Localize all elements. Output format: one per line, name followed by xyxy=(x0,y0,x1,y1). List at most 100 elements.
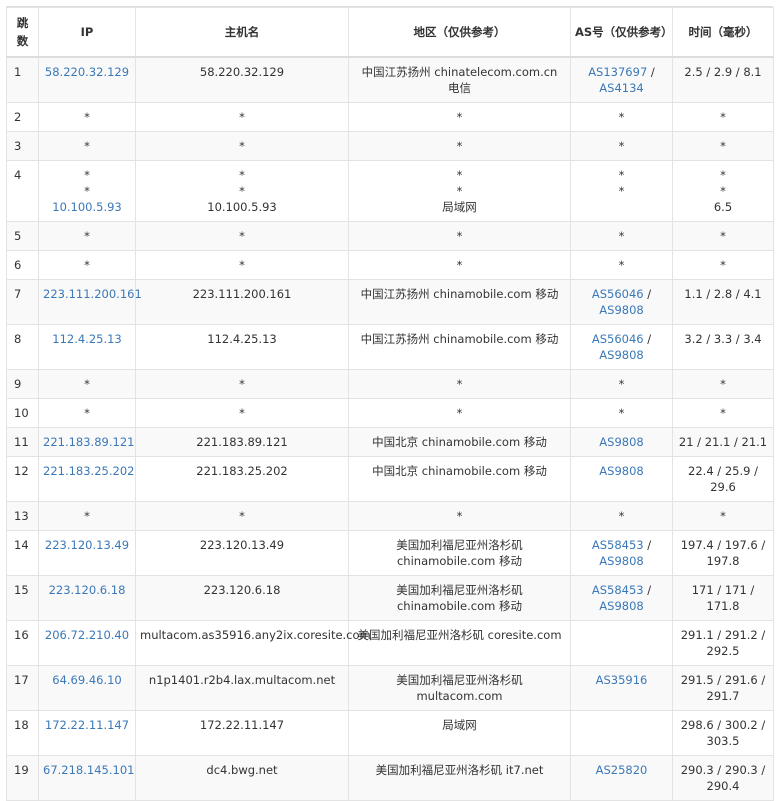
hostname-text: multacom.as35916.any2ix.coresite.com xyxy=(140,628,371,642)
as-cell: * xyxy=(570,102,673,132)
region-text: 中国江苏扬州 chinamobile.com 移动 xyxy=(360,332,559,346)
hostname-text: 172.22.11.147 xyxy=(199,718,285,732)
region-text: 中国北京 chinamobile.com 移动 xyxy=(372,464,547,478)
ip-link[interactable]: 172.22.11.147 xyxy=(44,718,130,732)
ip-link[interactable]: 221.183.25.202 xyxy=(43,464,135,478)
table-row: 14 223.120.13.49 223.120.13.49 美国加利福尼亚州洛杉矶 … xyxy=(6,530,774,576)
table-row: 6 * * * * * xyxy=(6,250,774,280)
hostname-cell: 223.120.6.18 xyxy=(135,575,349,621)
time-cell: 171 / 171 / 171.8 xyxy=(672,575,774,621)
region-text: 美国加利福尼亚州洛杉矶 it7.net xyxy=(375,763,544,777)
ip-link[interactable]: 223.111.200.161 xyxy=(43,287,142,301)
as-link[interactable]: AS56046 xyxy=(591,332,644,346)
hostname-text: * xyxy=(239,168,245,182)
as-link[interactable]: AS35916 xyxy=(595,673,648,687)
header-host: 主机名 xyxy=(135,7,349,58)
region-text: 美国加利福尼亚州洛杉矶 chinamobile.com 移动 xyxy=(396,583,523,613)
ip-cell: * xyxy=(38,131,136,161)
as-text: * xyxy=(618,377,625,391)
table-row: 10 * * * * * xyxy=(6,398,774,428)
as-link[interactable]: AS9808 xyxy=(599,554,644,568)
as-text: * xyxy=(618,258,625,272)
as-link[interactable]: AS9808 xyxy=(599,464,644,478)
time-cell: 291.1 / 291.2 / 292.5 xyxy=(672,620,774,666)
as-link[interactable]: AS25820 xyxy=(595,763,648,777)
time-text: 21 / 21.1 / 21.1 xyxy=(678,435,768,449)
ip-text: * xyxy=(84,509,90,523)
as-link[interactable]: AS137697 xyxy=(588,65,648,79)
hostname-text: * xyxy=(239,139,245,153)
ip-text: * xyxy=(84,139,90,153)
as-link[interactable]: AS4134 xyxy=(599,81,644,95)
time-text: * xyxy=(720,139,726,153)
table-row: 9 * * * * * xyxy=(6,369,774,399)
as-cell: * xyxy=(570,501,673,531)
hop-number: 19 xyxy=(6,755,39,801)
region-text: * xyxy=(456,229,463,243)
time-text: 291.5 / 291.6 / 291.7 xyxy=(680,673,766,703)
as-link[interactable]: AS58453 xyxy=(591,583,644,597)
traceroute-table-container: 跳数 IP 主机名 地区（仅供参考） AS号（仅供参考） 时间（毫秒） 1 58.… xyxy=(6,6,774,801)
hostname-text: 112.4.25.13 xyxy=(207,332,277,346)
ip-link[interactable]: 67.218.145.101 xyxy=(43,763,135,777)
ip-link[interactable]: 10.100.5.93 xyxy=(52,200,122,214)
as-link[interactable]: AS9808 xyxy=(599,303,644,317)
header-ip: IP xyxy=(38,7,136,58)
hop-number: 12 xyxy=(6,456,39,502)
as-cell: AS9808 xyxy=(570,427,673,457)
hostname-cell: * xyxy=(135,501,349,531)
as-link[interactable]: AS56046 xyxy=(591,287,644,301)
hostname-text: n1p1401.r2b4.lax.multacom.net xyxy=(148,673,336,687)
region-cell: * xyxy=(348,131,571,161)
time-cell: 1.1 / 2.8 / 4.1 xyxy=(672,279,774,325)
as-link[interactable]: AS9808 xyxy=(599,599,644,613)
hostname-cell: 172.22.11.147 xyxy=(135,710,349,756)
ip-link[interactable]: 221.183.89.121 xyxy=(43,435,135,449)
ip-cell: 67.218.145.101 xyxy=(38,755,136,801)
hostname-text: * xyxy=(239,184,245,198)
ip-link[interactable]: 58.220.32.129 xyxy=(44,65,130,79)
region-text: * xyxy=(456,184,463,198)
table-row: 13 * * * * * xyxy=(6,501,774,531)
time-cell: * xyxy=(672,501,774,531)
time-text: * xyxy=(720,406,726,420)
hop-number: 5 xyxy=(6,221,39,251)
region-cell: 美国加利福尼亚州洛杉矶 it7.net xyxy=(348,755,571,801)
table-row: 15 223.120.6.18 223.120.6.18 美国加利福尼亚州洛杉矶 ch… xyxy=(6,575,774,621)
hop-number: 17 xyxy=(6,665,39,711)
ip-link[interactable]: 64.69.46.10 xyxy=(52,673,122,687)
region-cell: * xyxy=(348,102,571,132)
region-text: 局域网 xyxy=(442,200,477,214)
ip-text: * xyxy=(84,406,90,420)
time-text: * xyxy=(720,377,726,391)
hop-number: 1 xyxy=(6,56,39,103)
as-cell xyxy=(570,710,673,756)
hostname-cell: 221.183.25.202 xyxy=(135,456,349,502)
hop-number: 18 xyxy=(6,710,39,756)
ip-cell: 221.183.25.202 xyxy=(38,456,136,502)
hostname-text: * xyxy=(239,258,245,272)
as-link[interactable]: AS9808 xyxy=(599,348,644,362)
time-cell: * xyxy=(672,102,774,132)
ip-link[interactable]: 112.4.25.13 xyxy=(52,332,122,346)
hop-number: 6 xyxy=(6,250,39,280)
time-text: 1.1 / 2.8 / 4.1 xyxy=(684,287,762,301)
ip-text: * xyxy=(84,184,90,198)
time-text: 2.5 / 2.9 / 8.1 xyxy=(684,65,762,79)
ip-link[interactable]: 223.120.6.18 xyxy=(48,583,126,597)
hostname-cell: * xyxy=(135,131,349,161)
time-text: 298.6 / 300.2 / 303.5 xyxy=(680,718,766,748)
hop-number: 13 xyxy=(6,501,39,531)
time-cell: * xyxy=(672,369,774,399)
as-link[interactable]: AS58453 xyxy=(591,538,644,552)
ip-link[interactable]: 206.72.210.40 xyxy=(44,628,130,642)
region-cell: * xyxy=(348,221,571,251)
region-cell: 中国江苏扬州 chinamobile.com 移动 xyxy=(348,324,571,370)
as-cell xyxy=(570,620,673,666)
as-text: * xyxy=(618,110,625,124)
time-text: 171 / 171 / 171.8 xyxy=(691,583,755,613)
region-text: 美国加利福尼亚州洛杉矶 chinamobile.com 移动 xyxy=(396,538,523,568)
ip-link[interactable]: 223.120.13.49 xyxy=(44,538,130,552)
as-link[interactable]: AS9808 xyxy=(599,435,644,449)
time-text: * xyxy=(720,110,726,124)
